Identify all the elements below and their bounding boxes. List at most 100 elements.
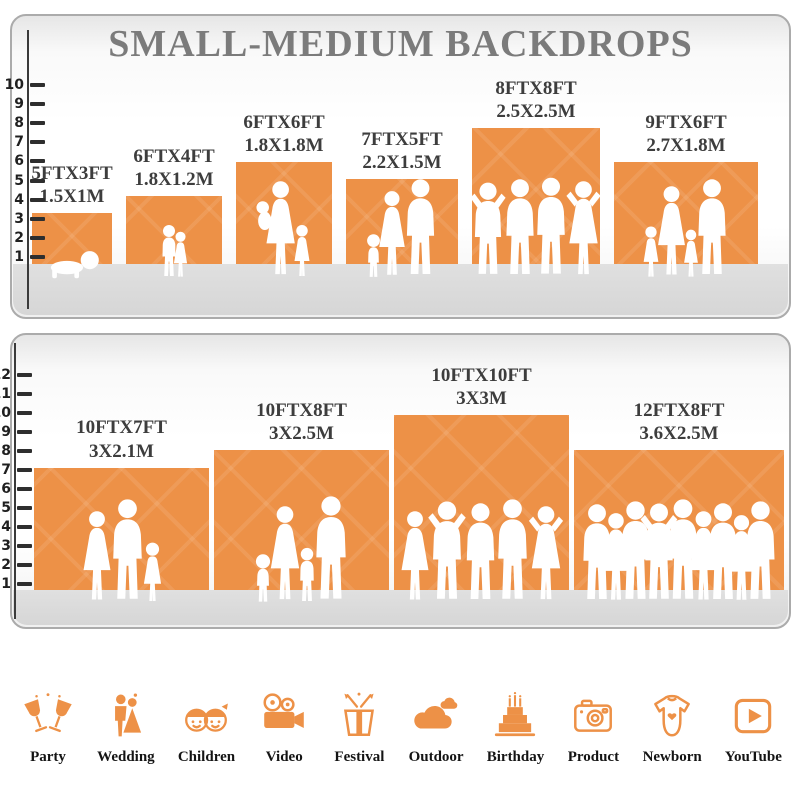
axis-tick — [17, 487, 32, 491]
silhouette-man — [614, 500, 658, 605]
bar-size-label: 8FTX8FT 2.5X2.5M — [495, 77, 576, 125]
bar-size-label: 6FTX6FT 1.8X1.8M — [243, 111, 324, 159]
children-icon — [180, 690, 232, 742]
silhouette-baby-crawl — [44, 248, 101, 280]
silhouette-man-armsup — [423, 500, 471, 605]
category-label: Outdoor — [408, 749, 464, 765]
category-label: Party — [30, 749, 66, 765]
silhouette-woman — [77, 510, 117, 605]
size-meters-text: 3X2.5M — [269, 423, 334, 445]
category-item-video: Video — [258, 690, 310, 766]
outdoor-cloud-icon — [410, 690, 462, 742]
tick-label: 4 — [1, 519, 11, 535]
tick-label: 6 — [14, 153, 24, 170]
silhouette-girl — [138, 542, 167, 605]
silhouette-man — [576, 503, 619, 605]
tick-label: 2 — [1, 557, 11, 573]
tick-label: 7 — [1, 462, 11, 478]
tick-label: 12 — [0, 367, 11, 383]
category-row: Party Wedding Children Video Festival Outdoor… — [22, 656, 782, 766]
bar-size-label: 10FTX10FT 3X3M — [431, 364, 531, 412]
silhouette-girl — [170, 231, 192, 280]
size-meters-text: 1.8X1.8M — [244, 135, 324, 157]
axis-tick — [30, 159, 45, 164]
tick-label: 9 — [14, 96, 24, 113]
silhouette-mother-baby — [254, 180, 302, 280]
size-feet-text: 5FTX3FT — [31, 162, 113, 184]
size-feet-text: 10FTX8FT — [256, 399, 347, 421]
size-feet-text: 12FTX8FT — [633, 399, 725, 421]
axis-tick — [17, 544, 32, 548]
backdrop-bar-5ftx3ft — [32, 213, 112, 264]
size-meters-text: 2.2X1.5M — [362, 152, 442, 174]
y-axis-line — [14, 343, 16, 619]
tick-label: 6 — [1, 481, 11, 497]
category-label: Birthday — [486, 749, 545, 765]
floor-strip — [13, 264, 788, 315]
silhouette-woman — [264, 505, 306, 605]
silhouette-man — [459, 502, 502, 605]
bar-size-label: 7FTX5FT 2.2X1.5M — [361, 128, 442, 176]
category-item-product: Product — [567, 690, 619, 766]
size-meters-text: 3X2.1M — [89, 440, 154, 462]
silhouette-man-armsup — [636, 502, 683, 605]
category-label: Product — [567, 749, 620, 765]
bar-size-label: 5FTX3FT 1.5X1M — [31, 162, 112, 210]
axis-tick — [30, 102, 45, 107]
category-item-youtube: YouTube — [725, 690, 782, 766]
silhouette-boy — [294, 547, 320, 605]
axis-tick — [17, 392, 32, 396]
tick-label: 5 — [1, 500, 11, 516]
wedding-icon — [100, 690, 152, 742]
silhouette-group — [401, 498, 563, 605]
silhouette-group — [256, 180, 310, 280]
backdrop-bar-7ftx5ft — [346, 179, 458, 264]
bar-size-label: 9FTX6FT 2.7X1.8M — [645, 111, 726, 159]
silhouette-man — [399, 178, 442, 280]
page-title: SMALL-MEDIUM BACKDROPS — [108, 23, 693, 65]
silhouette-woman-armsup — [561, 180, 607, 280]
silhouette-woman — [373, 190, 411, 280]
size-meters-text: 1.5X1M — [39, 186, 105, 208]
silhouette-toddler — [250, 554, 276, 605]
tick-label: 5 — [14, 172, 24, 189]
bar-size-label: 12FTX8FT 3.6X2.5M — [634, 399, 725, 447]
size-feet-text: 10FTX10FT — [431, 364, 532, 386]
silhouette-woman — [652, 185, 692, 280]
axis-tick — [17, 449, 32, 453]
small-medium-panel: SMALL-MEDIUM BACKDROPS 1 2 3 4 5 6 7 8 9 10 5FTX3F… — [5, 14, 791, 319]
silhouette-man — [739, 500, 783, 605]
tick-label: 3 — [1, 538, 11, 554]
tick-label: 2 — [14, 229, 24, 246]
category-label: YouTube — [724, 749, 782, 765]
silhouette-group — [50, 248, 99, 280]
category-item-children: Children — [178, 690, 235, 766]
floor-strip — [13, 590, 788, 625]
video-camera-icon — [258, 690, 310, 742]
silhouette-man — [702, 502, 745, 605]
tick-label: 1 — [14, 248, 24, 265]
size-feet-text: 7FTX5FT — [361, 128, 443, 150]
size-feet-text: 9FTX6FT — [645, 111, 727, 133]
category-item-outdoor: Outdoor — [409, 690, 464, 766]
silhouette-group — [83, 498, 161, 605]
axis-tick — [17, 582, 32, 586]
bar-size-label: 6FTX4FT 1.8X1.2M — [133, 145, 214, 193]
silhouette-man — [308, 495, 354, 605]
silhouette-group — [643, 178, 728, 280]
silhouette-toddler — [362, 234, 385, 280]
tick-label: 4 — [14, 191, 24, 208]
bar-size-label: 10FTX7FT 3X2.1M — [76, 416, 167, 464]
category-label: Video — [265, 749, 303, 765]
category-label: Festival — [334, 749, 385, 765]
category-label: Children — [177, 749, 236, 765]
silhouette-girl — [639, 226, 664, 280]
axis-tick — [17, 373, 32, 377]
axis-tick — [30, 254, 45, 259]
axis-tick — [17, 563, 32, 567]
bar-size-label: 10FTX8FT 3X2.5M — [256, 399, 347, 447]
silhouette-woman-armsup — [523, 505, 569, 605]
axis-tick — [30, 216, 45, 221]
tick-label: 8 — [14, 115, 24, 132]
